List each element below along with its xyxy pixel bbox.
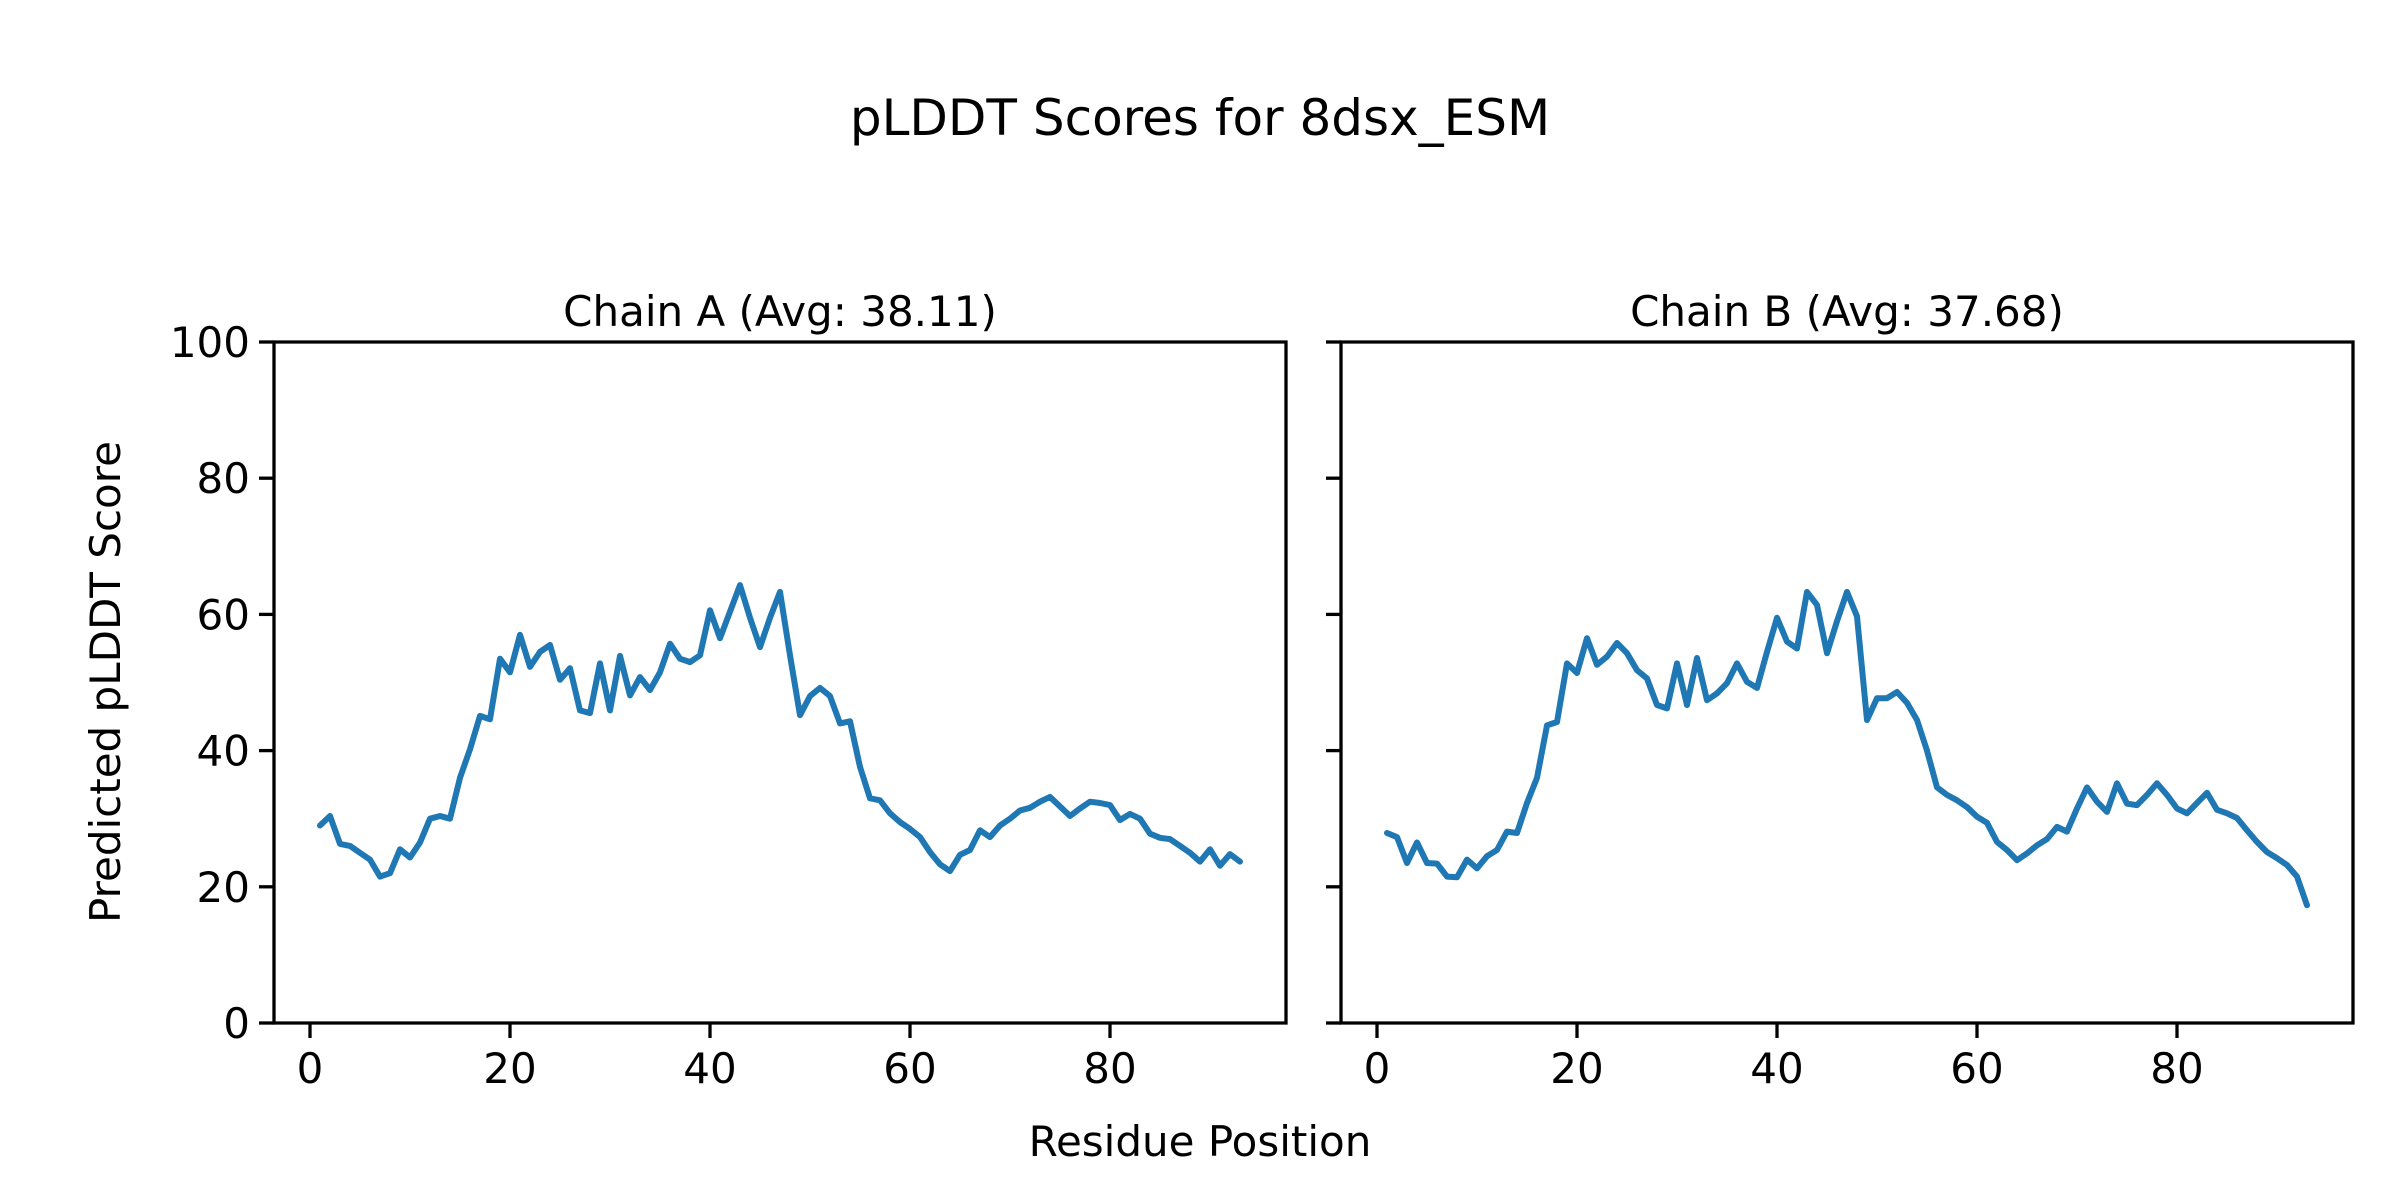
x-tick-label: 60 — [1950, 1044, 2003, 1093]
plot-frame-chain-a — [272, 340, 1288, 1025]
y-tick-label: 40 — [197, 727, 250, 776]
x-tick-label: 0 — [1364, 1044, 1391, 1093]
x-tick-label: 80 — [1083, 1044, 1136, 1093]
x-tick-label: 0 — [297, 1044, 324, 1093]
y-tick-label: 20 — [197, 863, 250, 912]
plot-frame-chain-b — [1339, 340, 2355, 1025]
x-tick-label: 80 — [2150, 1044, 2203, 1093]
y-tick-label: 60 — [197, 590, 250, 639]
y-tick-label: 100 — [170, 318, 250, 367]
x-tick-label: 60 — [883, 1044, 936, 1093]
x-tick-label: 40 — [1750, 1044, 1803, 1093]
subplot-title-chain-a: Chain A (Avg: 38.11) — [563, 287, 997, 336]
x-tick-label: 20 — [483, 1044, 536, 1093]
x-tick-label: 20 — [1550, 1044, 1603, 1093]
y-tick-label: 0 — [223, 999, 250, 1048]
subplot-title-chain-b: Chain B (Avg: 37.68) — [1630, 287, 2064, 336]
plddt-line-chain-b — [1384, 588, 2310, 909]
x-axis-label: Residue Position — [1028, 1117, 1372, 1166]
plddt-line-chain-a — [317, 582, 1243, 880]
x-tick-label: 40 — [683, 1044, 736, 1093]
figure-title: pLDDT Scores for 8dsx_ESM — [849, 89, 1551, 147]
y-tick-label: 80 — [197, 454, 250, 503]
